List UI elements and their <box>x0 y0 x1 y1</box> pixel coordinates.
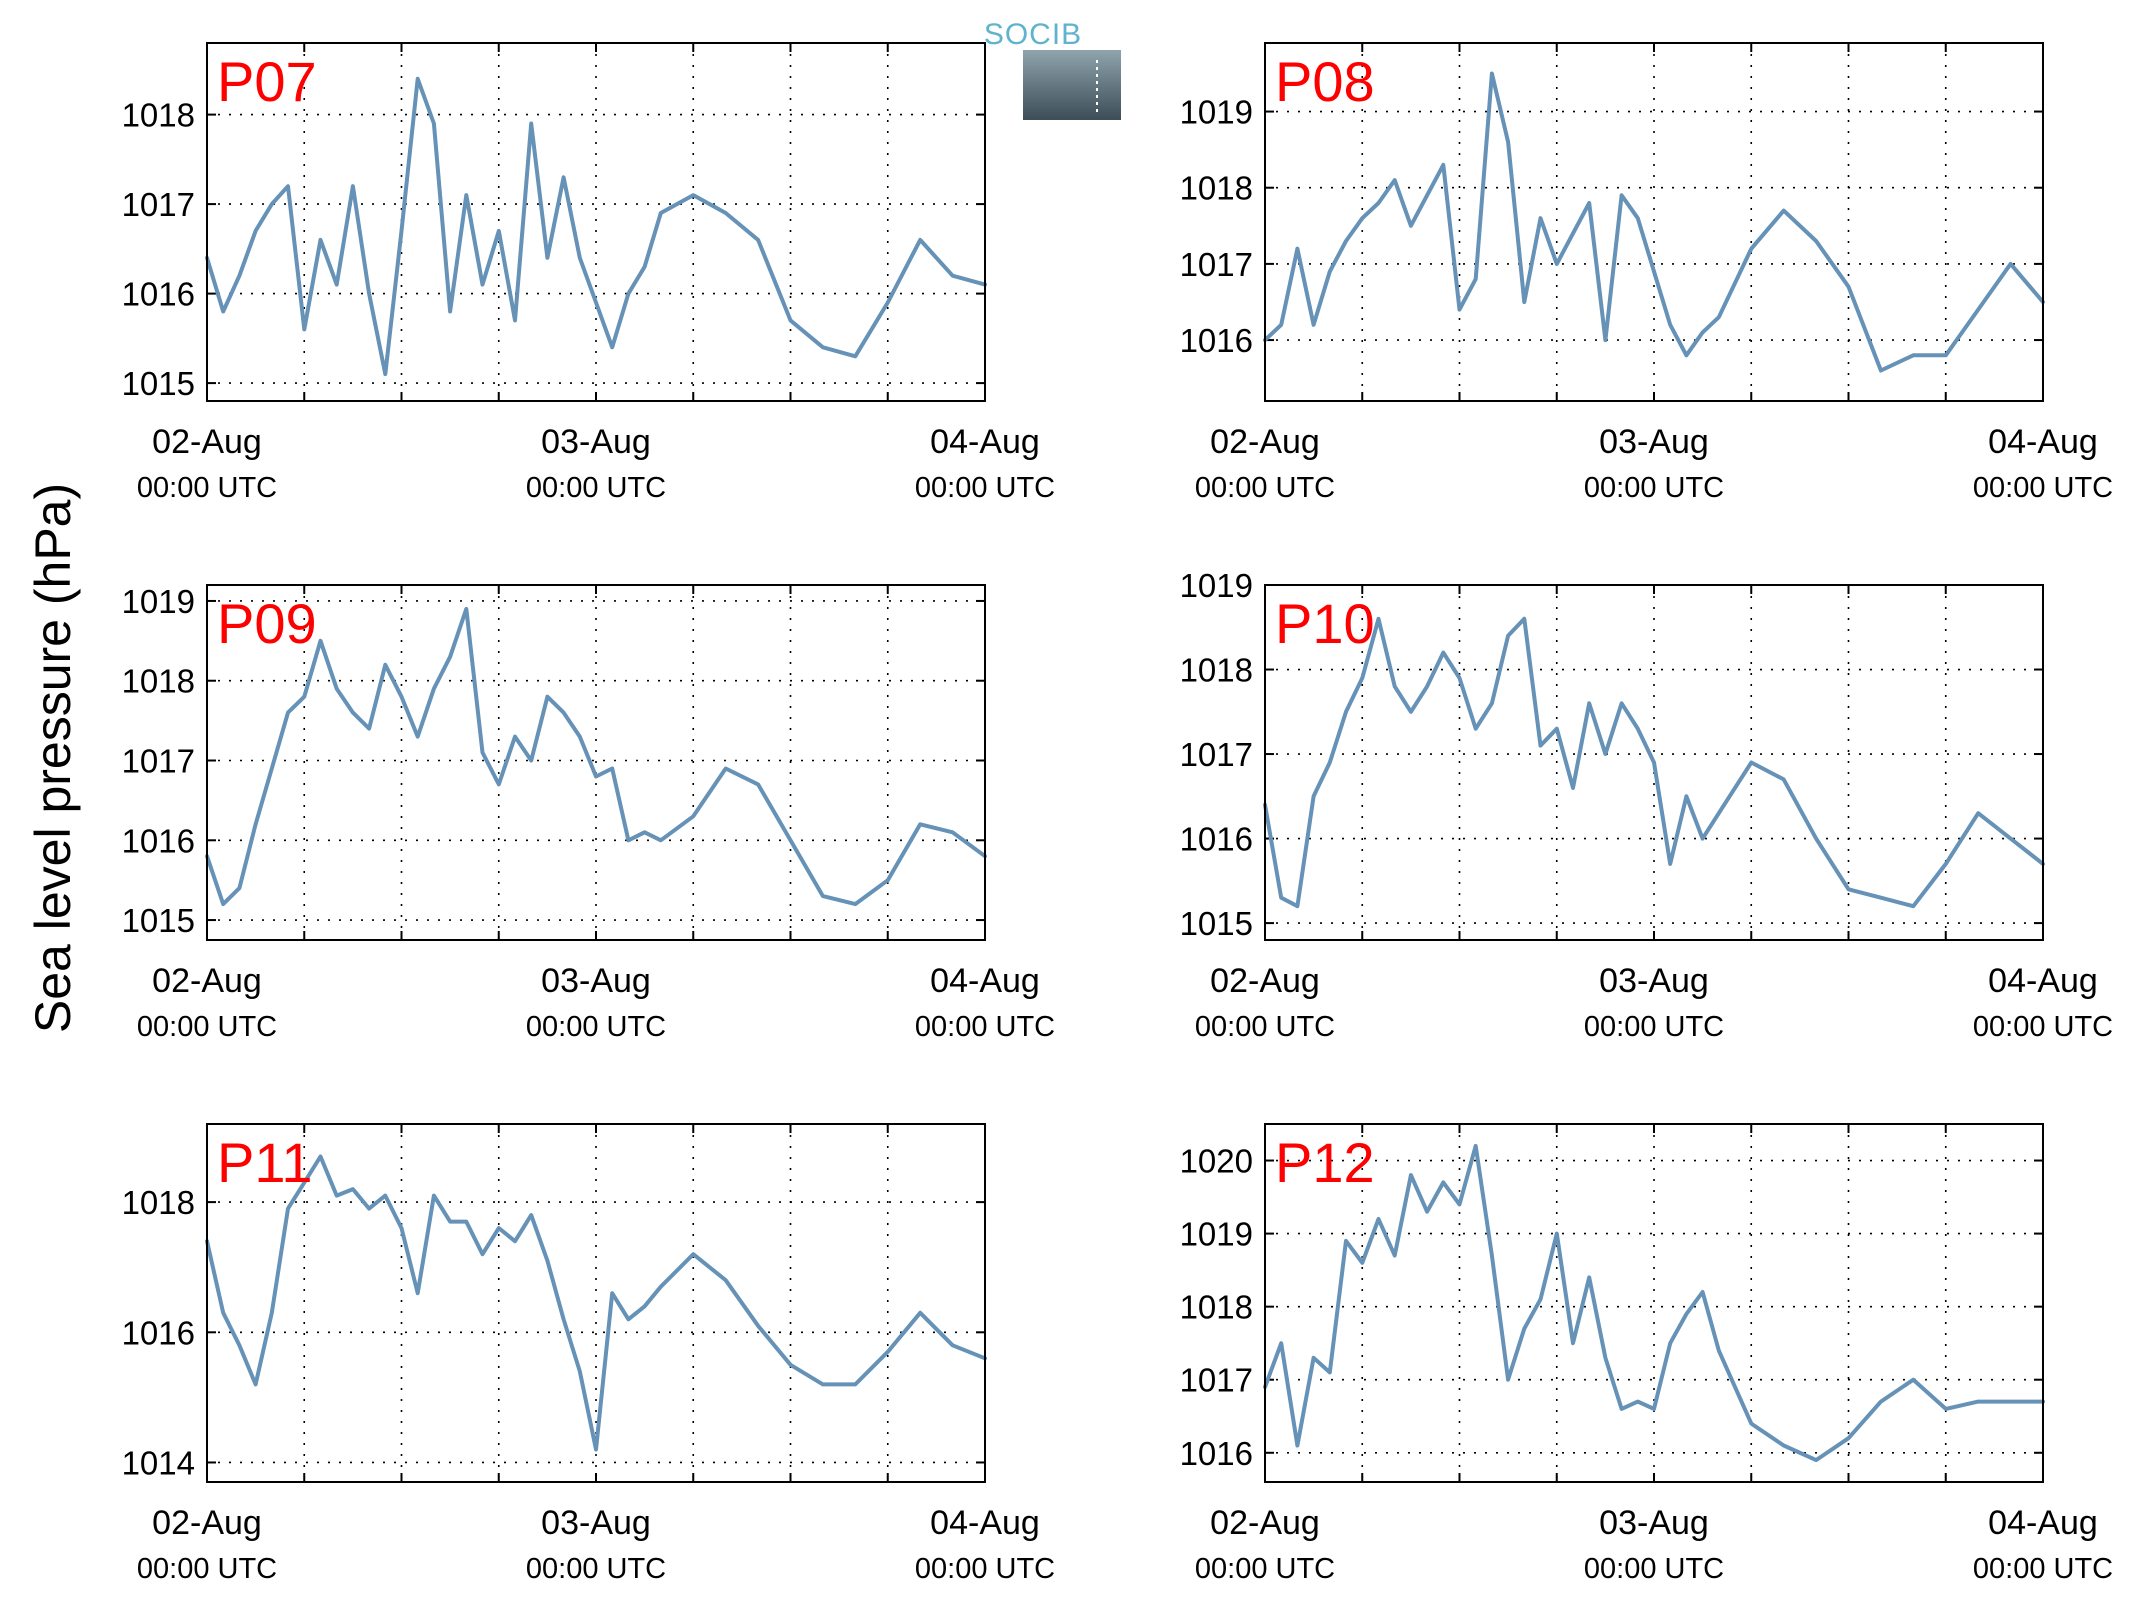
x-tick-time: 00:00 UTC <box>137 1011 277 1043</box>
axes-frame <box>1264 1123 2044 1483</box>
x-tick-date: 04-Aug <box>1988 423 2098 461</box>
x-tick-time: 00:00 UTC <box>1584 1011 1724 1043</box>
x-tick-date: 03-Aug <box>541 423 651 461</box>
y-tick-label: 1019 <box>122 583 195 620</box>
y-tick-label: 1014 <box>122 1444 195 1481</box>
y-tick-label: 1016 <box>1180 821 1253 858</box>
y-tick-label: 1015 <box>122 902 195 939</box>
x-tick-date: 03-Aug <box>1599 1504 1709 1542</box>
y-tick-label: 1018 <box>122 663 195 700</box>
y-tick-label: 1019 <box>1180 94 1253 131</box>
y-tick-label: 1017 <box>1180 246 1253 283</box>
x-tick-time: 00:00 UTC <box>1973 1011 2113 1043</box>
y-tick-label: 1018 <box>1180 652 1253 689</box>
y-tick-label: 1017 <box>1180 736 1253 773</box>
x-tick-time: 00:00 UTC <box>526 1553 666 1585</box>
y-tick-label: 1019 <box>1180 1216 1253 1253</box>
x-tick-date: 02-Aug <box>152 1504 262 1542</box>
logo-text: SOCIB <box>984 18 1082 51</box>
panel-p10: 1015 1016 1017 1018 1019 02-Aug 00:00 UTC 03-Au… <box>1180 567 2114 1043</box>
x-tick-time: 00:00 UTC <box>1973 472 2113 504</box>
series-line <box>1263 616 2045 909</box>
x-tick-date: 04-Aug <box>930 423 1040 461</box>
panel-label: P11 <box>217 1131 312 1194</box>
x-tick-date: 02-Aug <box>1210 1504 1320 1542</box>
x-tick-time: 00:00 UTC <box>137 472 277 504</box>
y-tick-label: 1017 <box>122 743 195 780</box>
x-tick-date: 02-Aug <box>1210 423 1320 461</box>
y-tick-label: 1015 <box>1180 905 1253 942</box>
x-tick-time: 00:00 UTC <box>1584 1553 1724 1585</box>
x-tick-date: 03-Aug <box>541 1504 651 1542</box>
x-tick-date: 02-Aug <box>152 962 262 1000</box>
x-tick-time: 00:00 UTC <box>915 1553 1055 1585</box>
series-line <box>205 76 987 377</box>
axes-frame <box>1264 584 2044 941</box>
panel-label: P10 <box>1275 592 1375 655</box>
panel-p11: 1014 1016 1018 02-Aug 00:00 UTC 03-Aug 00:00 U… <box>122 1123 1055 1585</box>
x-tick-date: 02-Aug <box>152 423 262 461</box>
y-tick-label: 1020 <box>1180 1143 1253 1180</box>
panel-label: P12 <box>1275 1131 1375 1194</box>
series-line <box>1263 71 2045 373</box>
y-tick-label: 1016 <box>122 1314 195 1351</box>
panel-p08: 1016 1017 1018 1019 02-Aug 00:00 UTC 03-Aug 00:… <box>1180 42 2113 504</box>
panels: 1015 1016 1017 1018 02-Aug 00:00 UTC 03-Aug 00:… <box>122 42 2114 1585</box>
axes-frame <box>206 1123 986 1483</box>
x-tick-date: 04-Aug <box>1988 1504 2098 1542</box>
x-tick-time: 00:00 UTC <box>526 472 666 504</box>
axes-frame <box>206 584 986 941</box>
y-tick-label: 1016 <box>1180 322 1253 359</box>
y-tick-label: 1016 <box>122 276 195 313</box>
x-tick-date: 03-Aug <box>1599 423 1709 461</box>
y-tick-label: 1018 <box>122 97 195 134</box>
x-tick-time: 00:00 UTC <box>1973 1553 2113 1585</box>
x-tick-time: 00:00 UTC <box>915 1011 1055 1043</box>
panel-p07: 1015 1016 1017 1018 02-Aug 00:00 UTC 03-Aug 00:… <box>122 42 1055 504</box>
x-tick-time: 00:00 UTC <box>137 1553 277 1585</box>
x-tick-time: 00:00 UTC <box>1195 1553 1335 1585</box>
y-tick-label: 1016 <box>1180 1435 1253 1472</box>
y-tick-label: 1015 <box>122 365 195 402</box>
y-tick-label: 1018 <box>1180 170 1253 207</box>
y-axis-label: Sea level pressure (hPa) <box>25 483 81 1033</box>
x-tick-time: 00:00 UTC <box>1195 472 1335 504</box>
panel-p09: 1015 1016 1017 1018 1019 02-Aug 00:00 UTC 03-Au… <box>122 583 1056 1043</box>
x-tick-date: 04-Aug <box>930 962 1040 1000</box>
y-tick-label: 1017 <box>122 186 195 223</box>
panel-label: P07 <box>217 50 317 113</box>
x-tick-date: 04-Aug <box>1988 962 2098 1000</box>
y-tick-label: 1018 <box>1180 1289 1253 1326</box>
socib-logo: SOCIB <box>984 18 1121 120</box>
x-tick-date: 02-Aug <box>1210 962 1320 1000</box>
y-tick-label: 1016 <box>122 822 195 859</box>
logo-mark <box>1023 50 1121 120</box>
y-tick-label: 1019 <box>1180 567 1253 604</box>
panel-label: P09 <box>217 592 317 655</box>
y-tick-label: 1017 <box>1180 1362 1253 1399</box>
panel-p12: 1016 1017 1018 1019 1020 02-Aug 00:00 UTC 03-Au… <box>1180 1123 2113 1585</box>
x-tick-time: 00:00 UTC <box>526 1011 666 1043</box>
x-tick-time: 00:00 UTC <box>1195 1011 1335 1043</box>
y-tick-label: 1018 <box>122 1184 195 1221</box>
x-tick-time: 00:00 UTC <box>1584 472 1724 504</box>
x-tick-date: 04-Aug <box>930 1504 1040 1542</box>
x-tick-time: 00:00 UTC <box>915 472 1055 504</box>
series-line <box>1263 1143 2045 1463</box>
panel-label: P08 <box>1275 50 1375 113</box>
series-line <box>205 606 987 907</box>
axes-frame <box>1264 42 2044 402</box>
axes-frame <box>206 42 986 402</box>
x-tick-date: 03-Aug <box>1599 962 1709 1000</box>
series-line <box>205 1154 987 1452</box>
x-tick-date: 03-Aug <box>541 962 651 1000</box>
